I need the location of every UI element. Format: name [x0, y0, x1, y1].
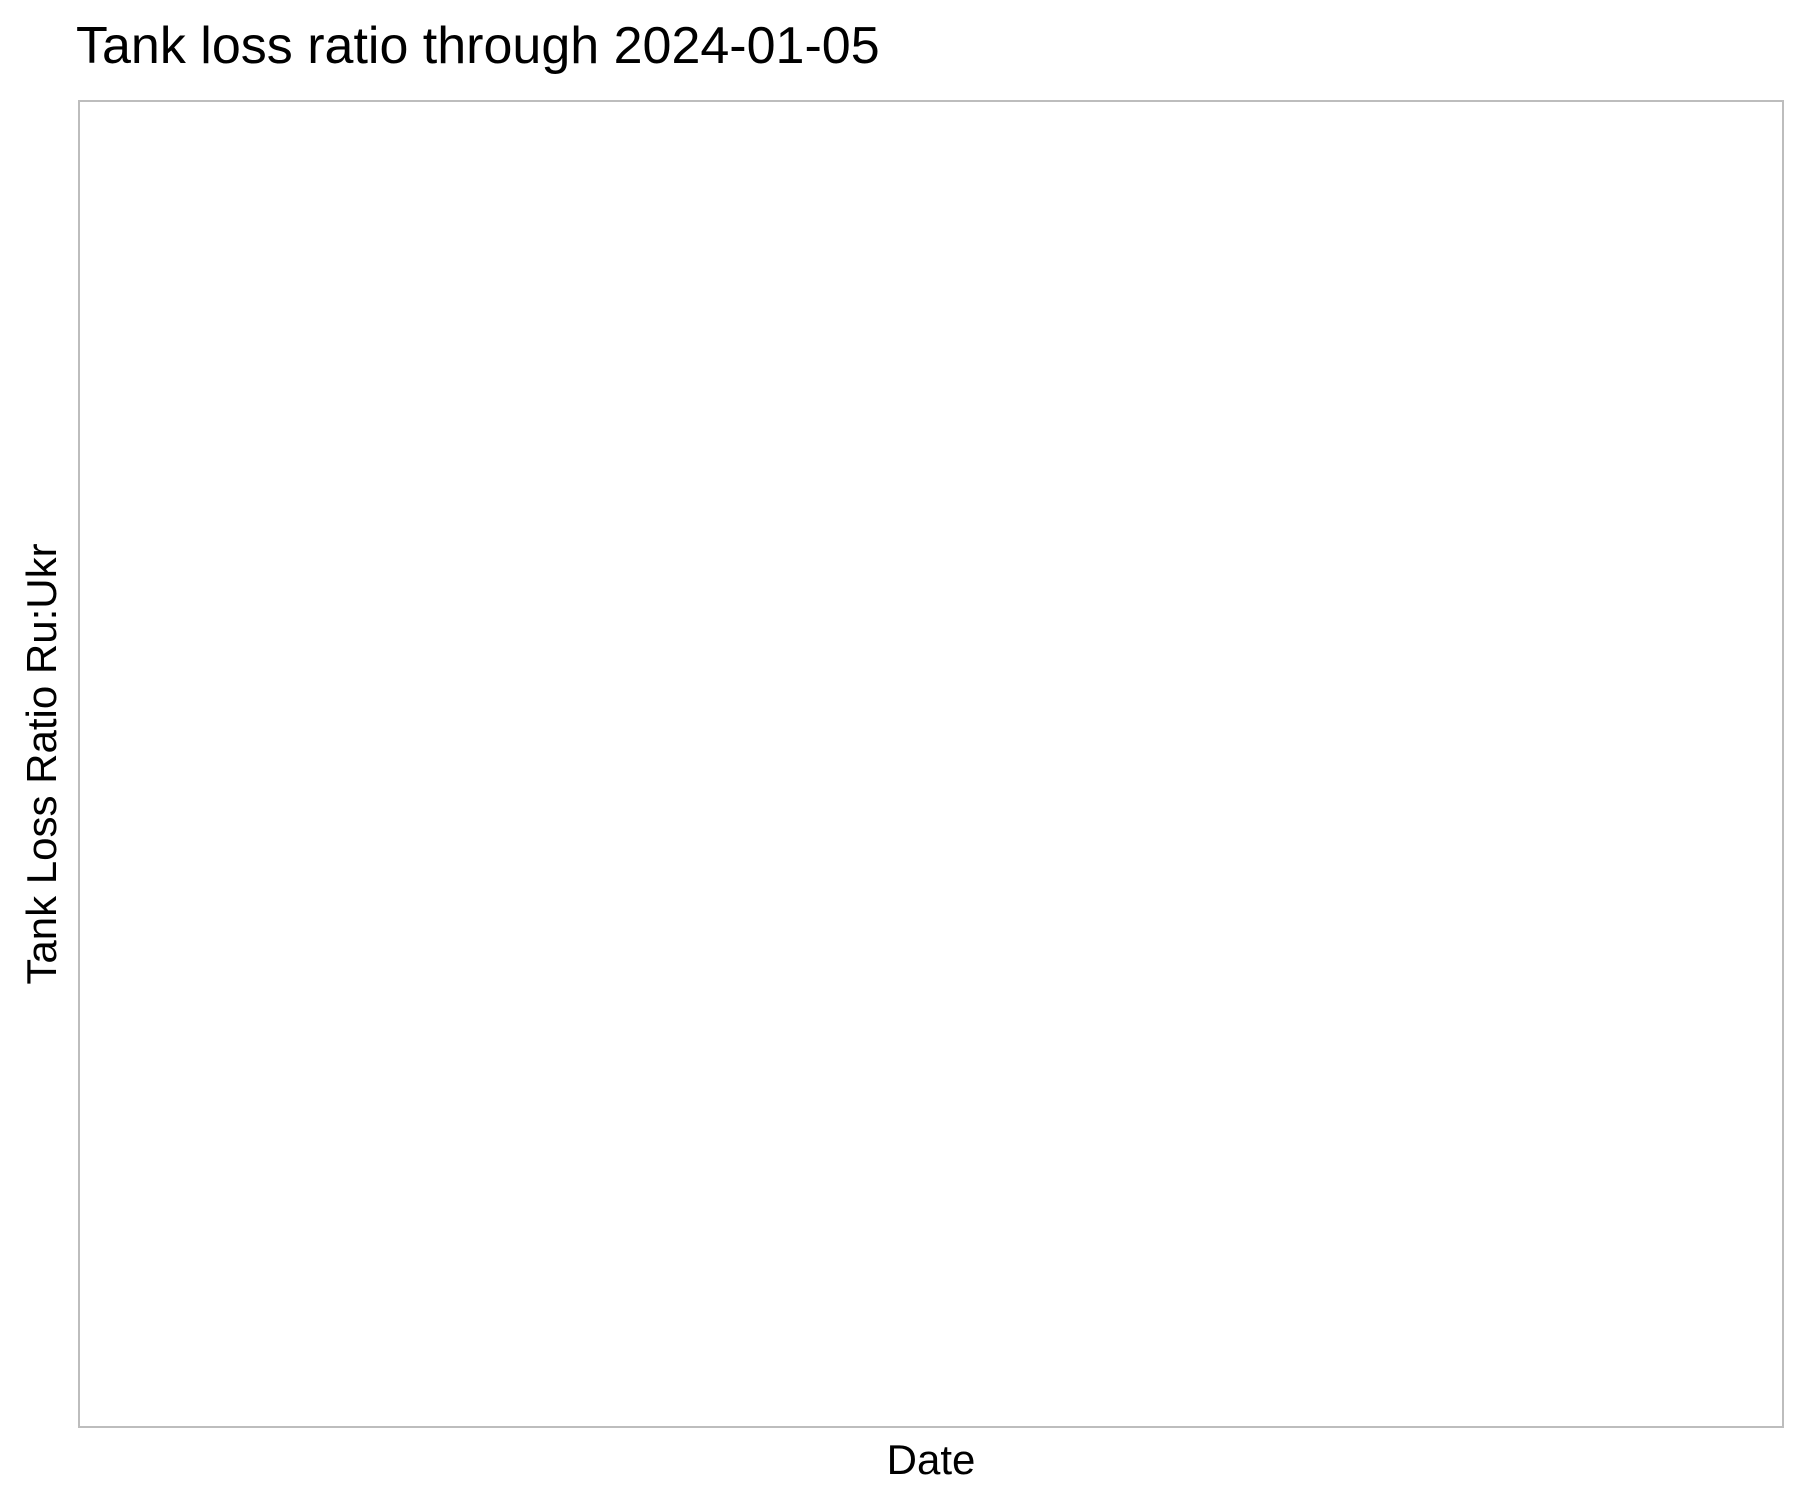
y-axis-label: Tank Loss Ratio Ru:Ukr	[18, 543, 65, 985]
chart-title: Tank loss ratio through 2024-01-05	[76, 17, 880, 75]
x-axis-label: Date	[886, 1436, 976, 1483]
plot-panel	[78, 100, 1784, 1428]
